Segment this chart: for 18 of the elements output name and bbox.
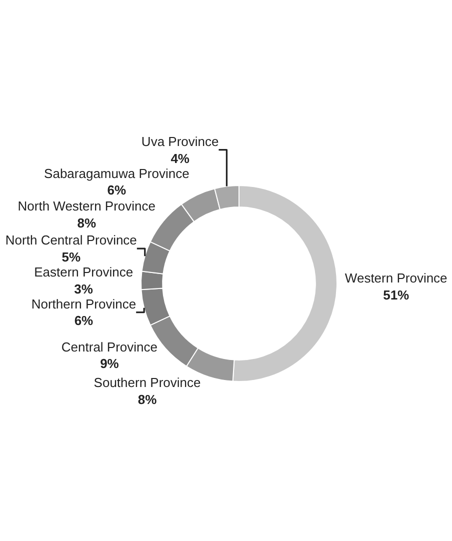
- slice-label: Western Province: [344, 270, 448, 286]
- data-label: 8%: [77, 216, 96, 230]
- data-label: 5%: [62, 249, 81, 264]
- data-label: 3%: [74, 281, 94, 296]
- slice-label: North Western Province: [18, 198, 156, 214]
- slice-label: Central Province: [61, 339, 158, 354]
- slice-label: Eastern Province: [34, 264, 134, 280]
- slice-label: Uva Province: [141, 134, 219, 149]
- data-label: 9%: [100, 356, 120, 372]
- data-label: 6%: [107, 182, 127, 198]
- data-label: 8%: [138, 392, 158, 408]
- data-label: 4%: [170, 150, 190, 166]
- slice-label: Southern Province: [94, 375, 201, 390]
- slice-label: Sabaragamuwa Province: [44, 166, 190, 181]
- slice-label: North Central Province: [5, 232, 137, 248]
- data-label: 6%: [74, 313, 94, 328]
- data-label: 51%: [383, 288, 410, 303]
- slice-label: Northern Province: [31, 296, 136, 312]
